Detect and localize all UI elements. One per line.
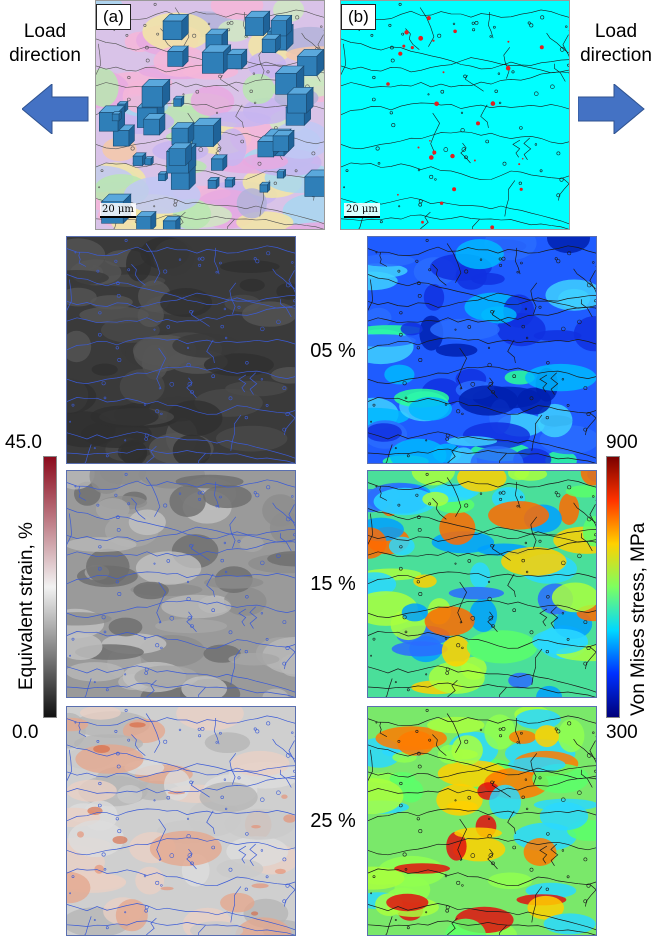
- arrow-left-icon: [22, 84, 89, 134]
- load-direction-label-right: Load direction: [580, 21, 652, 66]
- strain-map-15: [66, 470, 296, 698]
- strain-colorbar: [43, 456, 57, 718]
- stress-map-05: [367, 236, 597, 464]
- grain-orientation-map-a: [95, 0, 325, 230]
- arrow-right-icon: [578, 84, 645, 134]
- stress-colorbar-max: 900: [606, 432, 638, 453]
- strain-map-05: [66, 236, 296, 464]
- scale-bar-a: 20 μm: [100, 203, 136, 218]
- strain-colorbar-title: Equivalent strain, %: [16, 522, 37, 690]
- stress-colorbar: [606, 456, 620, 718]
- strain-level-15: 15 %: [310, 573, 356, 595]
- strain-map-25: [66, 706, 296, 936]
- panel-label-a: (a): [96, 4, 131, 30]
- strain-level-05: 05 %: [310, 340, 356, 362]
- stress-map-25: [367, 706, 597, 936]
- panel-label-b: (b): [341, 4, 376, 30]
- strain-level-25: 25 %: [310, 810, 356, 832]
- strain-colorbar-max: 45.0: [5, 432, 42, 453]
- grain-boundary-map-b: [340, 0, 570, 230]
- stress-map-15: [367, 470, 597, 698]
- strain-colorbar-min: 0.0: [12, 722, 39, 743]
- stress-colorbar-min: 300: [606, 722, 638, 743]
- stress-colorbar-title: Von Mises stress, MPa: [628, 522, 649, 716]
- load-direction-label-left: Load direction: [9, 21, 81, 66]
- scale-bar-b: 20 μm: [344, 203, 380, 218]
